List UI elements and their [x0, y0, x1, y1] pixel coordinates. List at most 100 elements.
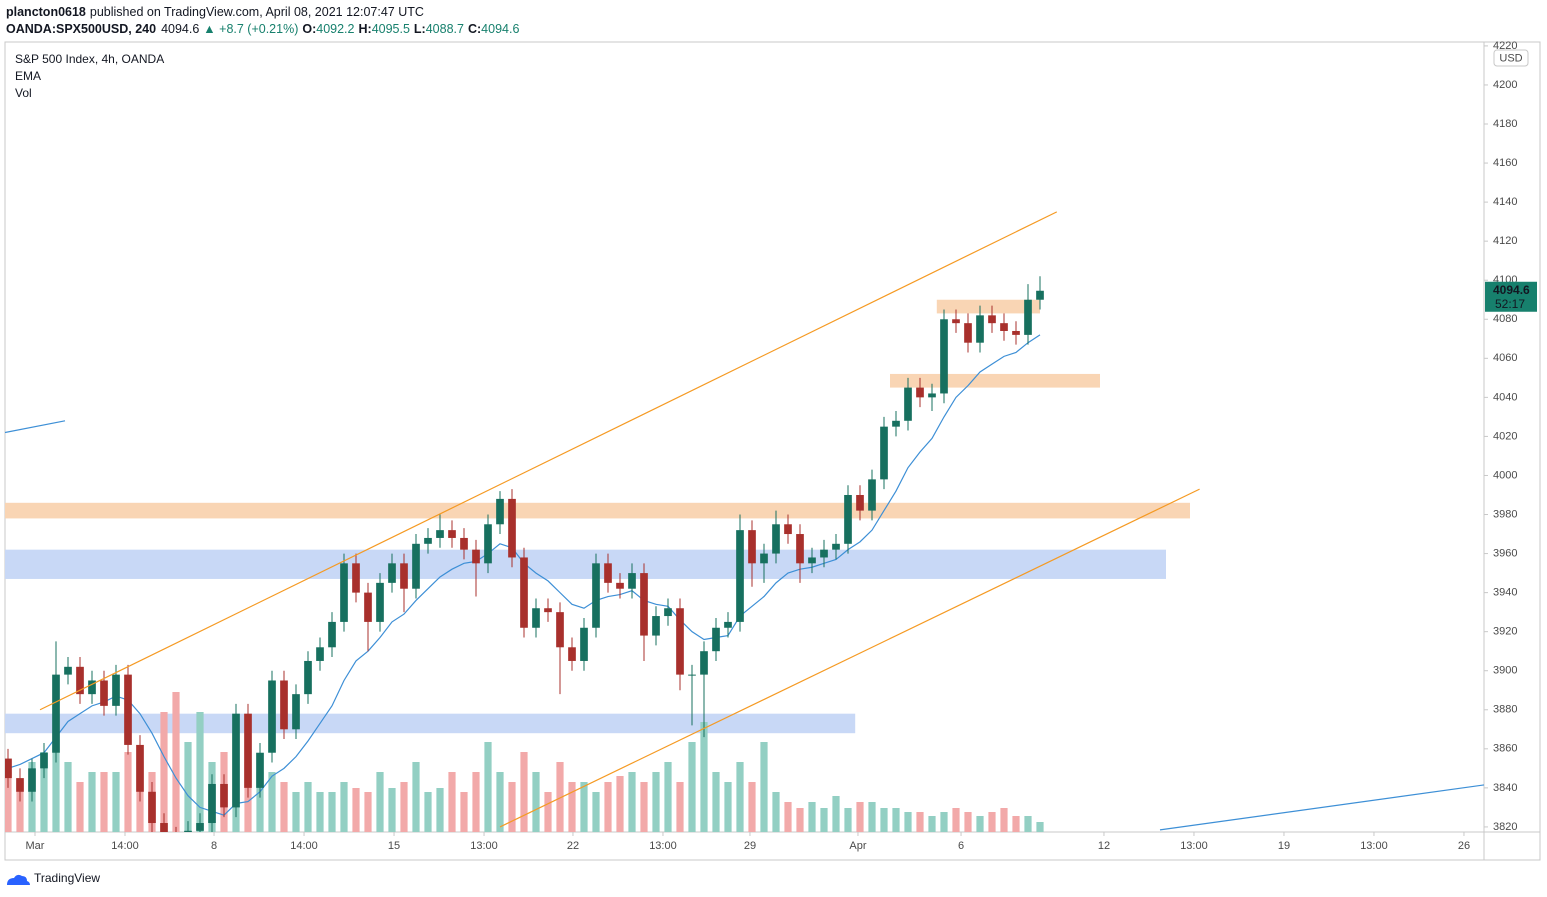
currency-box[interactable]: [1493, 49, 1529, 67]
volume-bar: [316, 792, 324, 832]
candle-body: [136, 744, 144, 792]
zone: [936, 299, 1040, 314]
volume-bar: [64, 762, 72, 832]
candle-body: [880, 426, 888, 480]
candle-body: [292, 694, 300, 730]
o: 4092.2: [316, 22, 354, 36]
candle-body: [172, 837, 180, 847]
candle-body: [604, 563, 612, 583]
candle-body: [808, 557, 816, 564]
candle-body: [1024, 299, 1032, 335]
volume-bar: [124, 752, 132, 832]
volume-bar: [628, 772, 636, 832]
x-tick-label: 15: [388, 840, 400, 852]
candle-body: [724, 621, 732, 628]
x-tick-label: 14:00: [111, 840, 139, 852]
candle-body: [532, 608, 540, 628]
candle-body: [940, 319, 948, 394]
x-tick-label: 8: [211, 840, 217, 852]
candle-body: [652, 616, 660, 636]
volume-bar: [496, 772, 504, 832]
y-tick-label: 4220: [1493, 40, 1517, 52]
candle-body: [364, 592, 372, 622]
volume-bar: [76, 782, 84, 832]
volume-bar: [196, 712, 204, 832]
candle-body: [316, 647, 324, 661]
y-tick-label: 3900: [1493, 665, 1517, 677]
volume-bar: [664, 762, 672, 832]
volume-bar: [952, 808, 960, 832]
volume-bar: [112, 772, 120, 832]
candle-body: [40, 752, 48, 769]
candle-body: [64, 666, 72, 675]
y-tick-label: 4080: [1493, 313, 1517, 325]
candle-body: [400, 563, 408, 589]
candle-body: [820, 549, 828, 558]
candle-body: [28, 768, 36, 792]
volume-bar: [520, 752, 528, 832]
candle-body: [100, 680, 108, 706]
volume-bar: [160, 712, 168, 832]
candle-body: [496, 498, 504, 525]
price-label: 4094.6: [1493, 283, 1530, 297]
volume-bar: [1036, 822, 1044, 832]
volume-bar: [364, 792, 372, 832]
candle-body: [328, 621, 336, 648]
y-tick-label: 3940: [1493, 587, 1517, 599]
volume-bar: [568, 782, 576, 832]
candle-body: [712, 627, 720, 652]
volume-bar: [640, 782, 648, 832]
candle-body: [148, 791, 156, 824]
candle-body: [904, 387, 912, 421]
volume-bar: [784, 802, 792, 832]
y-tick-label: 4060: [1493, 352, 1517, 364]
volume-bar: [868, 802, 876, 832]
volume-bar: [172, 692, 180, 832]
candle-body: [112, 674, 120, 706]
l-label: L:: [414, 22, 426, 36]
x-tick-label: 26: [1458, 840, 1470, 852]
x-tick-label: 12: [1098, 840, 1110, 852]
volume-bar: [832, 796, 840, 832]
volume-bar: [280, 782, 288, 832]
plot: [5, 211, 1484, 847]
y-tick-label: 3960: [1493, 547, 1517, 559]
candle-body: [208, 783, 216, 824]
l: 4088.7: [426, 22, 464, 36]
x-tick-label: 22: [567, 840, 579, 852]
y-tick-label: 4200: [1493, 79, 1517, 91]
candle-body: [1012, 330, 1020, 335]
y-tick-label: 4180: [1493, 118, 1517, 130]
candle-body: [916, 387, 924, 398]
volume-bar: [772, 792, 780, 832]
volume-bar: [328, 792, 336, 832]
candle-body: [88, 680, 96, 695]
volume-bar: [748, 782, 756, 832]
candle-body: [640, 573, 648, 636]
candle-body: [988, 315, 996, 324]
frame: [4, 41, 1541, 861]
o-label: O:: [302, 22, 316, 36]
y-tick-label: 3980: [1493, 508, 1517, 520]
user[interactable]: plancton0618: [6, 5, 86, 19]
candle-body: [508, 498, 516, 558]
trend-line: [39, 211, 1058, 711]
x-tick-label: 14:00: [290, 840, 318, 852]
volume-bar: [472, 772, 480, 832]
candle-body: [220, 783, 228, 808]
volume-bar: [676, 782, 684, 832]
candle-body: [160, 823, 168, 832]
volume-bar: [736, 762, 744, 832]
candle-body: [568, 647, 576, 661]
candle-body: [244, 713, 252, 788]
volume-bar: [436, 788, 444, 832]
volume-bar: [544, 792, 552, 832]
candle-body: [784, 524, 792, 535]
trend-line: [1159, 784, 1484, 831]
candle-body: [460, 537, 468, 550]
volume-bar: [616, 776, 624, 832]
zone: [5, 713, 856, 734]
candle-body: [232, 713, 240, 808]
volume-bar: [580, 782, 588, 832]
candle-body: [436, 530, 444, 538]
